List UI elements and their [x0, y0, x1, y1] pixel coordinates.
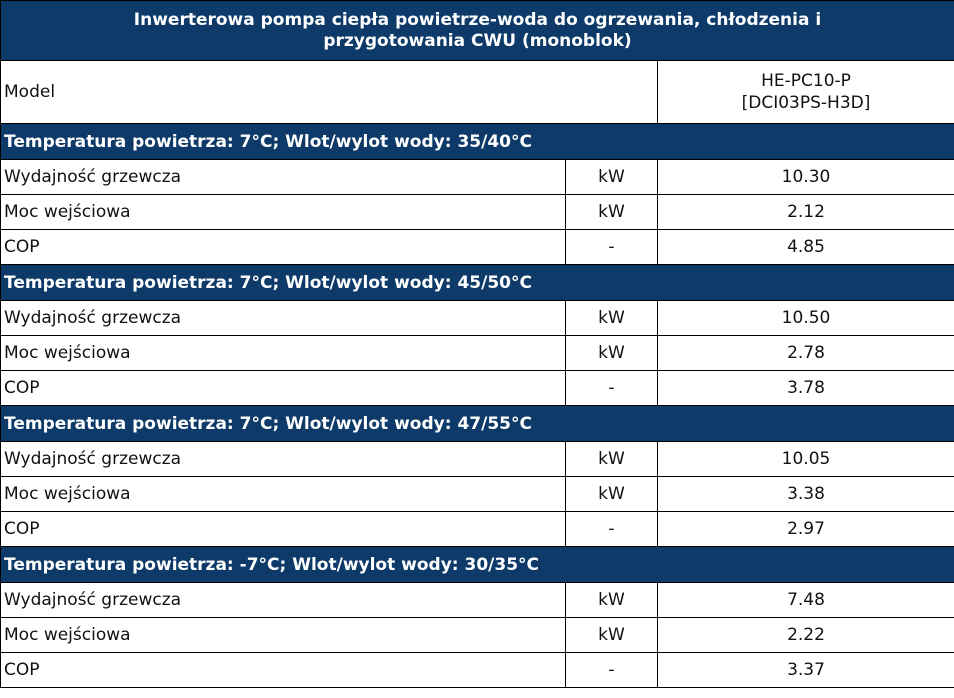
row-unit: kW: [565, 582, 658, 618]
model-value: HE-PC10-P [DCI03PS-H3D]: [657, 60, 954, 124]
row-label: Wydajność grzewcza: [0, 441, 566, 477]
table-title: Inwerterowa pompa ciepła powietrze-woda …: [0, 0, 954, 61]
table-title-line2: przygotowania CWU (monoblok): [323, 30, 632, 51]
table-row: Wydajność grzewcza kW 10.05: [0, 441, 954, 477]
table-title-row: Inwerterowa pompa ciepła powietrze-woda …: [0, 0, 954, 61]
row-value: 3.37: [657, 652, 954, 688]
row-value: 10.30: [657, 159, 954, 195]
row-unit: -: [565, 511, 658, 547]
row-value: 2.12: [657, 194, 954, 230]
row-label: COP: [0, 511, 566, 547]
section-header: Temperatura powietrza: 7°C; Wlot/wylot w…: [0, 264, 954, 301]
section-header-row: Temperatura powietrza: 7°C; Wlot/wylot w…: [0, 123, 954, 160]
row-label: COP: [0, 652, 566, 688]
row-value: 4.85: [657, 229, 954, 265]
section-header: Temperatura powietrza: 7°C; Wlot/wylot w…: [0, 123, 954, 160]
row-unit: -: [565, 652, 658, 688]
row-value: 3.78: [657, 370, 954, 406]
table-row: Wydajność grzewcza kW 10.50: [0, 300, 954, 336]
table-row: COP -2.97: [0, 511, 954, 547]
model-value-line1: HE-PC10-P: [761, 71, 851, 91]
table-row: Wydajność grzewcza kW 10.30: [0, 159, 954, 195]
row-value: 3.38: [657, 476, 954, 512]
section-header: Temperatura powietrza: -7°C; Wlot/wylot …: [0, 546, 954, 583]
row-unit: -: [565, 229, 658, 265]
row-unit: kW: [565, 441, 658, 477]
row-unit: kW: [565, 300, 658, 336]
table-row: Moc wejściowa kW 3.38: [0, 476, 954, 512]
table-row: Wydajność grzewcza kW 7.48: [0, 582, 954, 618]
section-header-row: Temperatura powietrza: 7°C; Wlot/wylot w…: [0, 405, 954, 442]
row-label: COP: [0, 229, 566, 265]
row-label: Wydajność grzewcza: [0, 582, 566, 618]
table-row: COP -3.37: [0, 652, 954, 688]
row-label: COP: [0, 370, 566, 406]
row-value: 2.22: [657, 617, 954, 653]
row-unit: kW: [565, 617, 658, 653]
table-title-line1: Inwerterowa pompa ciepła powietrze-woda …: [133, 9, 822, 30]
row-unit: kW: [565, 335, 658, 371]
row-unit: kW: [565, 194, 658, 230]
table-row: COP -3.78: [0, 370, 954, 406]
table-row: COP -4.85: [0, 229, 954, 265]
row-value: 2.78: [657, 335, 954, 371]
row-label: Moc wejściowa: [0, 476, 566, 512]
table-row: Moc wejściowa kW 2.78: [0, 335, 954, 371]
section-header: Temperatura powietrza: 7°C; Wlot/wylot w…: [0, 405, 954, 442]
table-row: Moc wejściowa kW 2.12: [0, 194, 954, 230]
model-row: Model HE-PC10-P [DCI03PS-H3D]: [0, 60, 954, 124]
row-value: 10.05: [657, 441, 954, 477]
row-unit: kW: [565, 476, 658, 512]
section-header-row: Temperatura powietrza: -7°C; Wlot/wylot …: [0, 546, 954, 583]
row-value: 2.97: [657, 511, 954, 547]
model-label: Model: [0, 60, 658, 124]
table-row: Moc wejściowa kW 2.22: [0, 617, 954, 653]
row-label: Wydajność grzewcza: [0, 159, 566, 195]
section-header-row: Temperatura powietrza: 7°C; Wlot/wylot w…: [0, 264, 954, 301]
model-value-line2: [DCI03PS-H3D]: [741, 93, 871, 113]
row-label: Moc wejściowa: [0, 194, 566, 230]
row-unit: kW: [565, 159, 658, 195]
row-label: Wydajność grzewcza: [0, 300, 566, 336]
row-label: Moc wejściowa: [0, 617, 566, 653]
row-value: 10.50: [657, 300, 954, 336]
row-label: Moc wejściowa: [0, 335, 566, 371]
row-value: 7.48: [657, 582, 954, 618]
row-unit: -: [565, 370, 658, 406]
